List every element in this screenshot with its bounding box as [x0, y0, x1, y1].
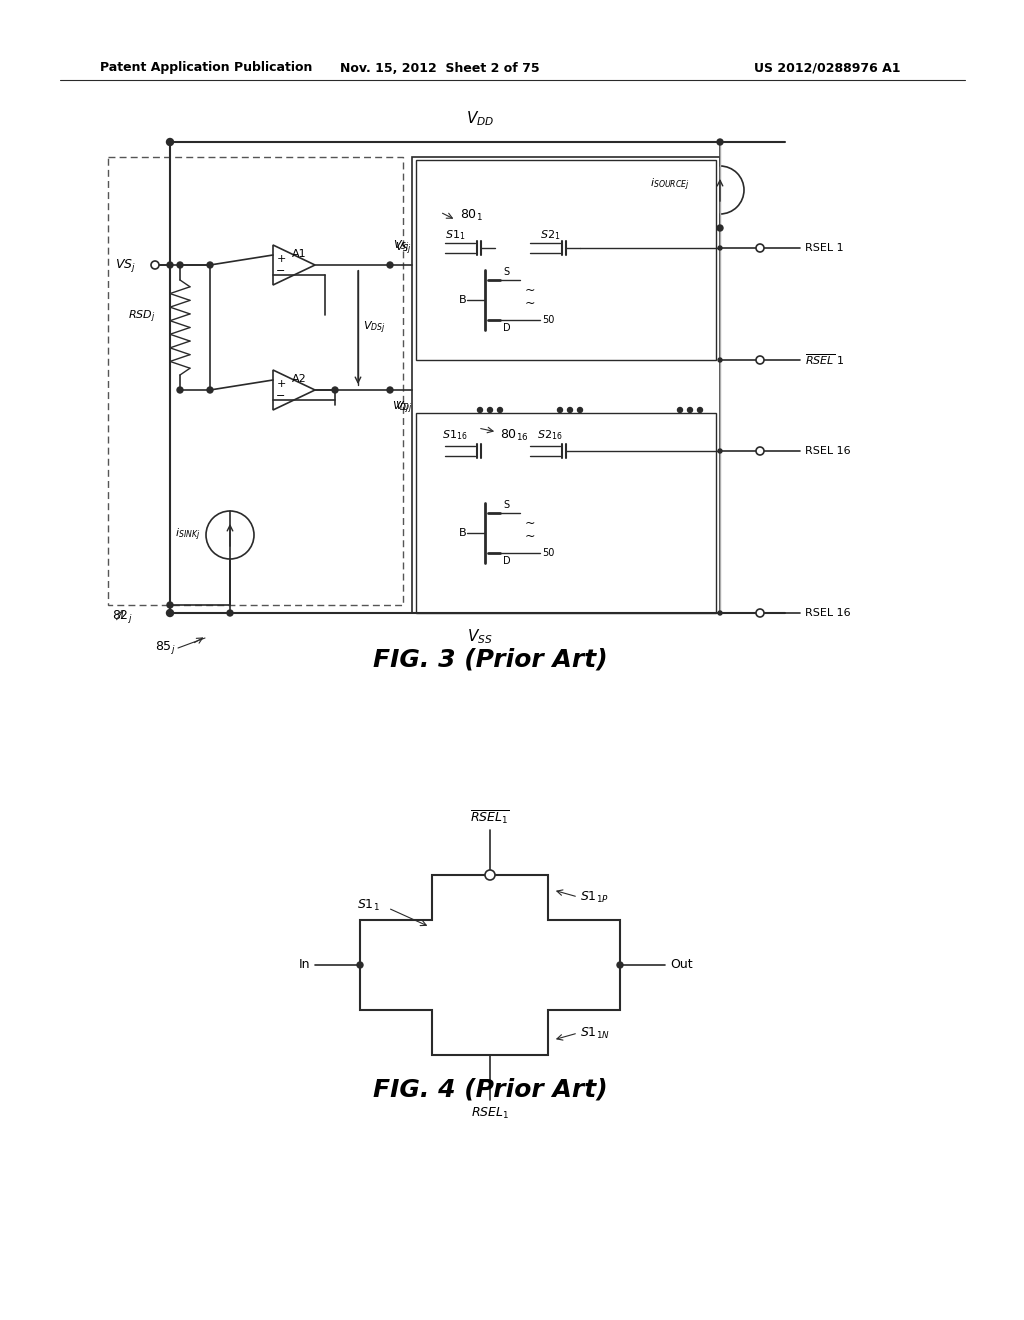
- Text: S: S: [503, 267, 509, 277]
- Text: $V_{DSj}$: $V_{DSj}$: [362, 319, 386, 335]
- Text: $V_{Sj}$: $V_{Sj}$: [395, 240, 412, 257]
- Circle shape: [756, 356, 764, 364]
- Text: $S1_{16}$: $S1_{16}$: [442, 428, 468, 442]
- Text: −: −: [276, 391, 286, 401]
- Text: −: −: [276, 267, 286, 276]
- Polygon shape: [273, 370, 315, 411]
- Circle shape: [717, 224, 723, 231]
- Circle shape: [477, 408, 482, 412]
- Text: $RSEL_1$: $RSEL_1$: [471, 1105, 509, 1121]
- Text: $S2_{16}$: $S2_{16}$: [538, 428, 563, 442]
- Text: $V_{Dj}$: $V_{Dj}$: [392, 400, 410, 416]
- Circle shape: [332, 387, 338, 393]
- Text: ~: ~: [525, 297, 536, 309]
- Bar: [416, 413, 716, 612]
- Circle shape: [756, 447, 764, 455]
- Text: +: +: [276, 379, 286, 389]
- Circle shape: [696, 166, 744, 214]
- Text: RSEL 1: RSEL 1: [805, 243, 844, 253]
- Circle shape: [167, 139, 173, 145]
- Text: $85_j$: $85_j$: [155, 639, 175, 656]
- Circle shape: [207, 387, 213, 393]
- Circle shape: [177, 261, 183, 268]
- Circle shape: [387, 261, 393, 268]
- Text: RSEL 16: RSEL 16: [805, 609, 851, 618]
- Text: $V_{SS}$: $V_{SS}$: [467, 627, 493, 645]
- Text: $i_{SOURCEj}$: $i_{SOURCEj}$: [650, 177, 690, 193]
- Circle shape: [717, 139, 723, 145]
- Circle shape: [498, 408, 503, 412]
- Text: In: In: [299, 958, 310, 972]
- Text: D: D: [503, 556, 511, 566]
- Circle shape: [578, 408, 583, 412]
- Text: $VS_j$: $VS_j$: [115, 256, 136, 273]
- Text: RSEL 16: RSEL 16: [805, 446, 851, 455]
- Circle shape: [718, 246, 722, 249]
- Circle shape: [756, 609, 764, 616]
- Text: $V_{Sj}$: $V_{Sj}$: [393, 239, 410, 255]
- Text: $V_{Dj}$: $V_{Dj}$: [395, 400, 413, 416]
- Text: $80_1$: $80_1$: [460, 207, 482, 223]
- Polygon shape: [273, 246, 315, 285]
- Circle shape: [718, 358, 722, 362]
- Circle shape: [227, 610, 233, 616]
- Text: FIG. 3 (Prior Art): FIG. 3 (Prior Art): [373, 648, 607, 672]
- Circle shape: [167, 602, 173, 609]
- Text: A1: A1: [292, 248, 306, 259]
- Text: US 2012/0288976 A1: US 2012/0288976 A1: [754, 62, 900, 74]
- Text: 50: 50: [542, 548, 554, 558]
- Text: $82_j$: $82_j$: [112, 609, 132, 624]
- Text: Nov. 15, 2012  Sheet 2 of 75: Nov. 15, 2012 Sheet 2 of 75: [340, 62, 540, 74]
- Text: $S1_{1N}$: $S1_{1N}$: [580, 1026, 610, 1040]
- Text: Out: Out: [670, 958, 692, 972]
- Circle shape: [357, 962, 362, 968]
- Circle shape: [697, 408, 702, 412]
- Circle shape: [167, 261, 173, 268]
- Text: $\overline{RSEL_1}$: $\overline{RSEL_1}$: [470, 808, 510, 826]
- Circle shape: [718, 449, 722, 453]
- Circle shape: [207, 261, 213, 268]
- Text: D: D: [503, 323, 511, 333]
- Text: A2: A2: [292, 374, 306, 384]
- Text: S: S: [503, 500, 509, 510]
- Circle shape: [687, 408, 692, 412]
- Circle shape: [557, 408, 562, 412]
- Circle shape: [678, 408, 683, 412]
- Text: $\overline{RSEL}$ 1: $\overline{RSEL}$ 1: [805, 352, 845, 367]
- Circle shape: [151, 261, 159, 269]
- Text: $V_{DD}$: $V_{DD}$: [466, 110, 495, 128]
- Text: ~: ~: [525, 284, 536, 297]
- Circle shape: [485, 870, 495, 880]
- Text: $S1_1$: $S1_1$: [444, 228, 465, 242]
- Circle shape: [177, 387, 183, 393]
- Polygon shape: [360, 875, 620, 1055]
- Text: FIG. 4 (Prior Art): FIG. 4 (Prior Art): [373, 1078, 607, 1102]
- Circle shape: [567, 408, 572, 412]
- Circle shape: [617, 962, 623, 968]
- Text: $i_{SINKj}$: $i_{SINKj}$: [175, 527, 200, 544]
- Text: $80_{16}$: $80_{16}$: [500, 428, 528, 442]
- Bar: [108, 157, 403, 605]
- Circle shape: [206, 511, 254, 558]
- Bar: [412, 157, 720, 612]
- Text: +: +: [276, 253, 286, 264]
- Bar: [416, 160, 716, 360]
- Text: $S1_{1P}$: $S1_{1P}$: [580, 890, 609, 904]
- Circle shape: [387, 387, 393, 393]
- Text: $S1_1$: $S1_1$: [357, 898, 380, 912]
- Text: B: B: [460, 528, 467, 539]
- Text: ~: ~: [525, 529, 536, 543]
- Text: Patent Application Publication: Patent Application Publication: [100, 62, 312, 74]
- Circle shape: [487, 408, 493, 412]
- Text: $S2_1$: $S2_1$: [540, 228, 560, 242]
- Text: 50: 50: [542, 315, 554, 325]
- Text: ~: ~: [525, 516, 536, 529]
- Circle shape: [718, 611, 722, 615]
- Text: B: B: [460, 294, 467, 305]
- Circle shape: [756, 244, 764, 252]
- Text: $RSD_j$: $RSD_j$: [128, 309, 155, 325]
- Circle shape: [167, 610, 173, 616]
